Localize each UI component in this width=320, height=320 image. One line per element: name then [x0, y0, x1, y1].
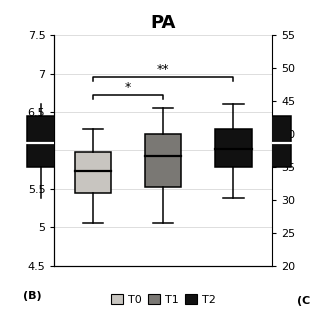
Title: PA: PA [150, 14, 176, 32]
Bar [27, 116, 82, 167]
Bar [145, 133, 181, 187]
Bar [75, 152, 111, 193]
Bar [215, 129, 252, 167]
Text: **: ** [157, 63, 170, 76]
Text: *: * [125, 81, 131, 93]
Legend: T0, T1, T2: T0, T1, T2 [107, 290, 220, 309]
Text: (B): (B) [23, 291, 41, 301]
Bar [267, 116, 291, 167]
Text: (C: (C [297, 296, 310, 306]
